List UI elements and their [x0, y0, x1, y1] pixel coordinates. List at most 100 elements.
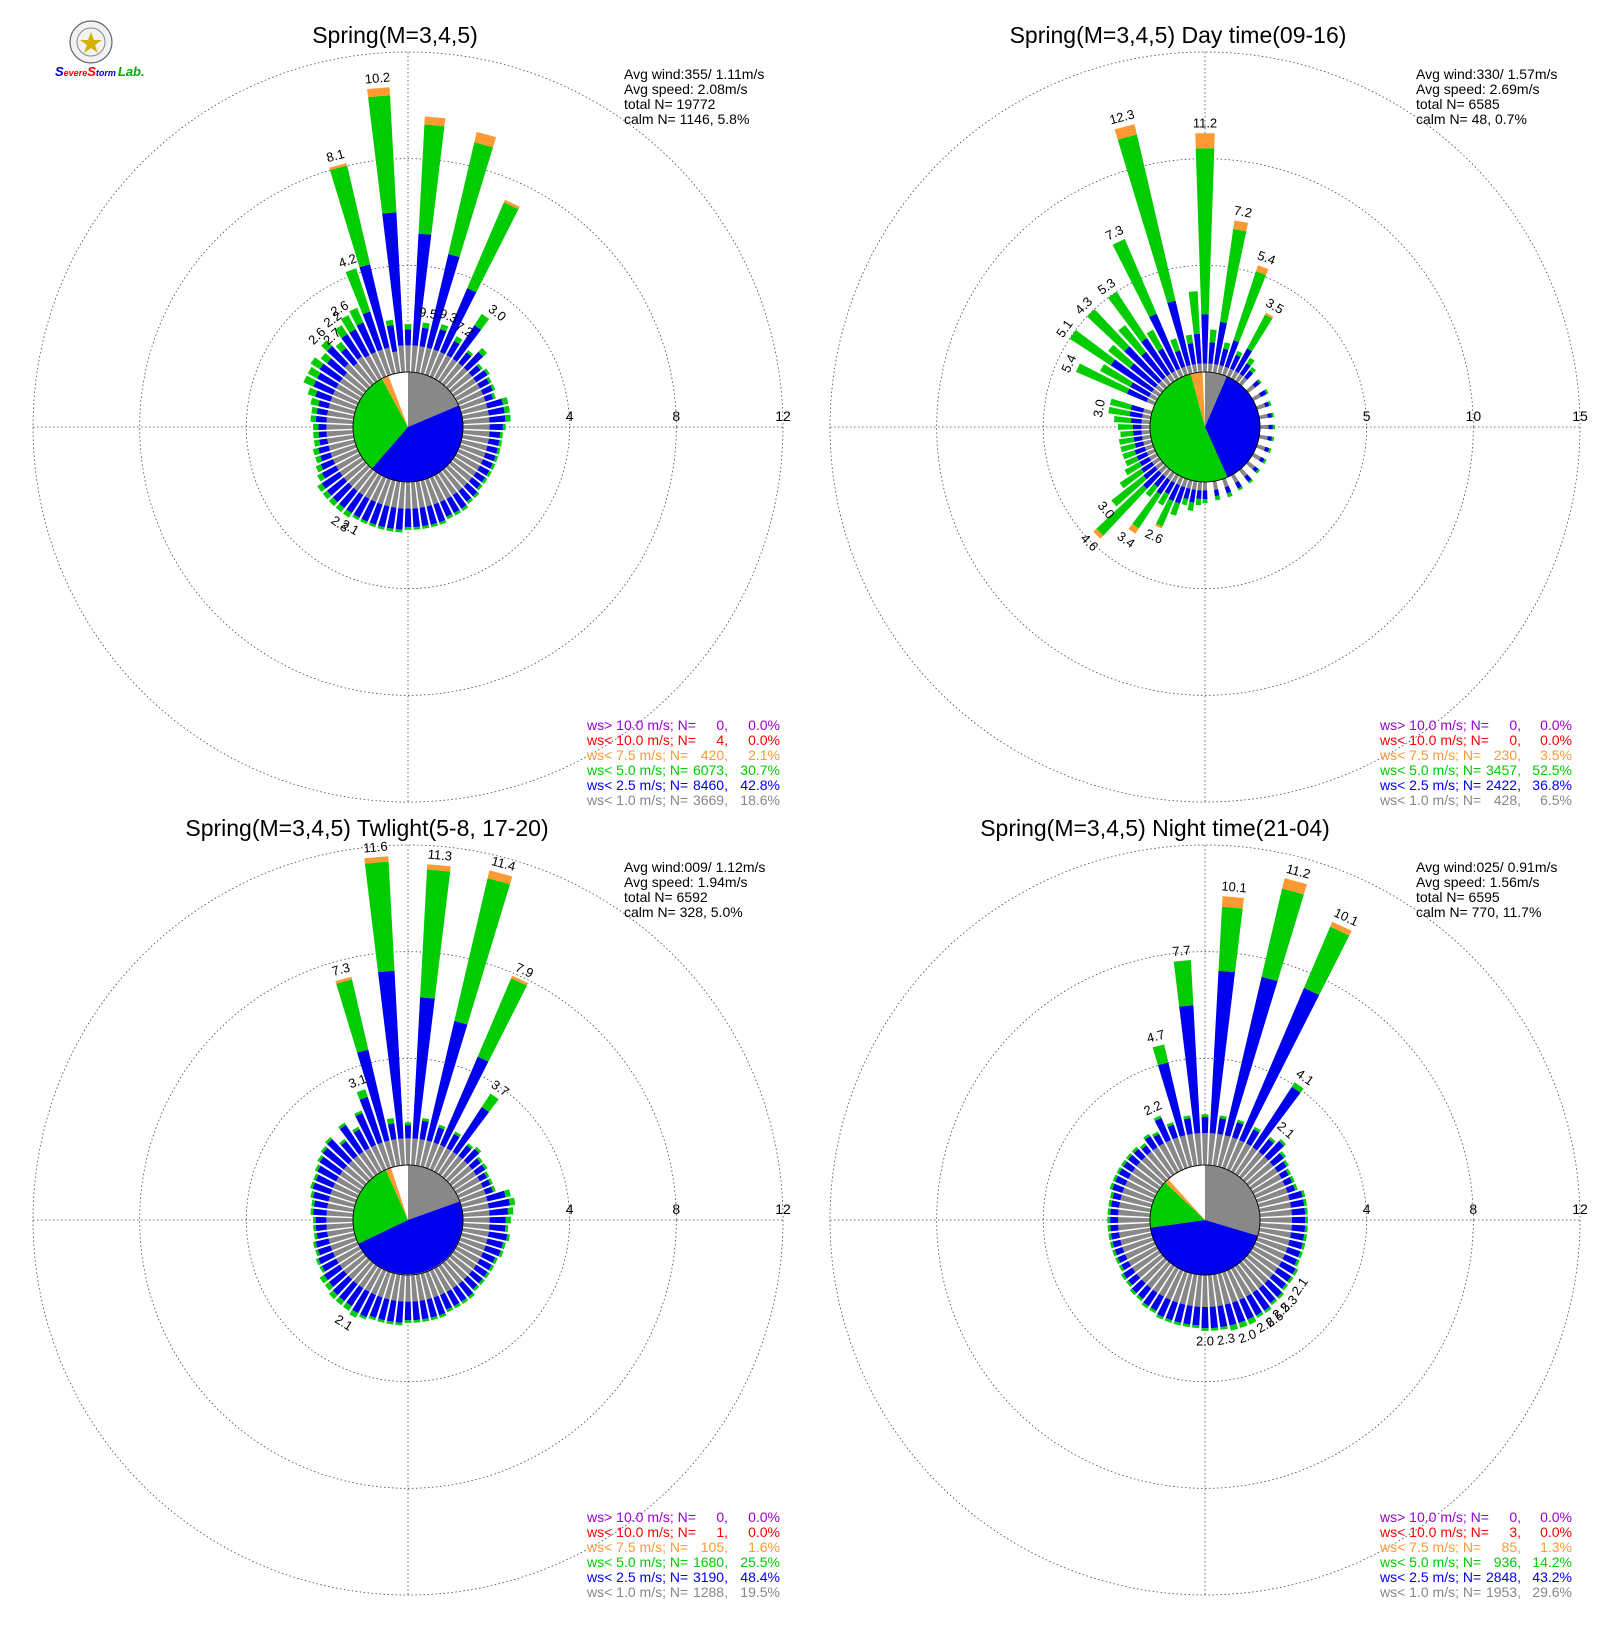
bar-segment-lt25	[1156, 477, 1171, 495]
direction-bar	[349, 1266, 383, 1318]
bar-segment-lt25	[1136, 451, 1149, 461]
direction-bar	[463, 1216, 511, 1224]
bar-segment-lt25	[1141, 338, 1171, 377]
bar-segment-lt1	[1202, 1275, 1208, 1307]
bar-segment-lt25	[473, 1264, 488, 1277]
bar-segment-lt1	[339, 1250, 364, 1269]
bar-segment-lt25	[426, 254, 460, 349]
bar-segment-lt5	[1201, 1328, 1209, 1331]
bar-segment-lt1	[1230, 1266, 1251, 1297]
legend-pct: 43.2%	[1532, 1569, 1572, 1585]
direction-bar	[1118, 1245, 1159, 1272]
bar-segment-lt5	[1182, 1323, 1191, 1328]
bar-segment-lt1	[328, 1196, 356, 1208]
bar-segment-lt25	[477, 378, 490, 389]
direction-bar	[325, 1137, 371, 1183]
direction-bar	[1111, 460, 1165, 507]
bar-segment-lt5	[404, 1122, 412, 1126]
bar-segment-lt1	[1238, 467, 1248, 477]
bar-segment-lt5	[438, 1124, 446, 1130]
direction-bar	[425, 1271, 447, 1318]
bar-segment-lt1	[445, 464, 468, 487]
direction-bar	[1170, 338, 1188, 376]
direction-bar	[1222, 1119, 1245, 1169]
bar-segment-lt5	[317, 1155, 324, 1163]
bar-segment-lt25	[1143, 1289, 1158, 1307]
bar-segment-lt25	[463, 482, 478, 497]
bar-segment-lt25	[1133, 436, 1143, 442]
direction-bar	[429, 199, 520, 378]
bar-segment-lt1	[1212, 1133, 1223, 1167]
direction-bar	[429, 975, 529, 1171]
ring-tick-label: 4	[566, 408, 574, 424]
bar-segment-lt25	[1269, 1273, 1287, 1289]
direction-bar	[404, 1275, 412, 1323]
direction-bar	[1156, 1269, 1184, 1320]
direction-bar	[1192, 1274, 1202, 1329]
bar-segment-lt1	[391, 480, 401, 508]
bar-segment-lt1	[454, 383, 480, 402]
bar-segment-lt5	[467, 202, 519, 293]
bar-segment-lt25	[1201, 1307, 1209, 1329]
grid-ring	[829, 844, 1581, 1596]
bar-segment-lt25	[486, 445, 498, 454]
bar-segment-lt1	[339, 378, 364, 397]
bar-segment-lt1	[1242, 1156, 1269, 1183]
direction-bar	[310, 1181, 357, 1203]
bar-segment-lt25	[321, 465, 339, 479]
bar-segment-lt1	[429, 476, 445, 503]
direction-bar	[445, 347, 488, 390]
bar-segment-lt1	[1194, 1133, 1202, 1166]
bar-segment-lt25	[361, 499, 376, 522]
bar-segment-lt1	[326, 1223, 354, 1230]
bar-segment-lt1	[1212, 480, 1219, 490]
speed-pie	[1149, 371, 1261, 483]
direction-bar	[1257, 1232, 1306, 1250]
bar-value-label: 7.9	[513, 960, 536, 981]
bar-segment-lt1	[384, 1140, 396, 1168]
bar-segment-lt5	[1156, 498, 1174, 527]
direction-bar	[320, 352, 368, 394]
bar-segment-lt5	[343, 509, 352, 518]
direction-bar	[1259, 1207, 1308, 1217]
bar-segment-lt5	[303, 375, 317, 387]
direction-bar	[319, 1250, 364, 1284]
bar-segment-lt1	[343, 372, 368, 394]
bar-segment-lt5	[1237, 486, 1244, 491]
bar-segment-lt5	[310, 397, 320, 407]
direction-bar	[1109, 398, 1153, 415]
bar-segment-lt1	[433, 1148, 452, 1174]
direction-bar	[429, 1269, 454, 1313]
bar-segment-lt1	[1141, 1257, 1168, 1284]
bar-segment-lt5	[1261, 888, 1304, 982]
direction-bar	[313, 1223, 354, 1232]
bar-segment-lt25	[1224, 976, 1278, 1137]
bar-value-label: 10.1	[1221, 878, 1248, 895]
legend-n: 0	[1509, 732, 1517, 748]
bar-segment-lt75	[1155, 523, 1163, 529]
bar-segment-lt25	[1112, 1183, 1125, 1193]
legend-item-lt1: ws< 1.0 m/s; N= 428, 6.5%	[1379, 792, 1572, 808]
bar-segment-lt1	[1122, 1237, 1154, 1253]
bar-segment-lt25	[1153, 1133, 1164, 1147]
legend-sep: ,	[1517, 1539, 1521, 1555]
bar-segment-lt25	[452, 492, 467, 509]
direction-bar	[386, 480, 401, 532]
bar-segment-lt1	[1230, 371, 1239, 381]
direction-bar	[1251, 1245, 1299, 1276]
bar-segment-lt5	[377, 1318, 385, 1323]
bar-segment-lt25	[362, 311, 383, 352]
bar-segment-lt1	[326, 424, 353, 430]
bar-segment-lt25	[326, 477, 348, 496]
bar-value-label: 2.0	[1236, 1326, 1258, 1346]
bar-segment-lt25	[1239, 987, 1320, 1143]
bar-segment-lt25	[1167, 300, 1191, 367]
legend: ws> 10.0 m/s; N= 0, 0.0% ws< 10.0 m/s; N= 1…	[586, 1509, 780, 1600]
bar-segment-lt25	[378, 1298, 390, 1321]
legend-n: 0	[1509, 1509, 1517, 1525]
bar-segment-lt25	[477, 1172, 488, 1182]
direction-bar	[448, 460, 483, 491]
direction-bar	[415, 1273, 430, 1322]
bar-segment-lt5	[1124, 461, 1142, 476]
direction-bar	[320, 1145, 368, 1187]
